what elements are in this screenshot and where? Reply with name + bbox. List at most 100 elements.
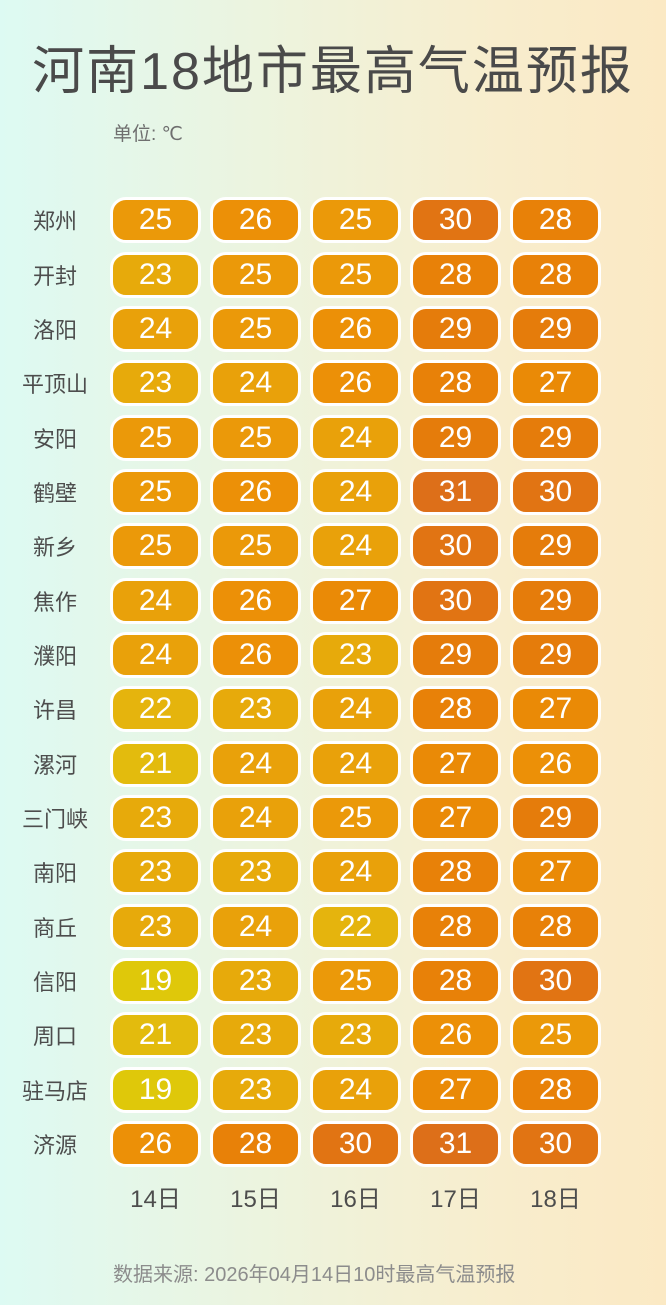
temp-cell: 29	[510, 577, 601, 624]
date-label: 18日	[530, 1186, 581, 1214]
temp-cell: 24	[210, 360, 301, 407]
table-row: 新乡 25 25 24 30 29	[0, 519, 666, 573]
date-label: 15日	[230, 1186, 281, 1214]
date-label: 17日	[430, 1186, 481, 1214]
temp-cell: 25	[110, 414, 201, 461]
temp-cell: 28	[410, 957, 501, 1004]
temp-cell: 30	[410, 577, 501, 624]
table-row: 焦作 24 26 27 30 29	[0, 573, 666, 627]
temp-cell: 24	[310, 1066, 401, 1113]
temp-cell: 26	[310, 360, 401, 407]
temp-cell: 29	[510, 794, 601, 841]
table-row: 商丘 23 24 22 28 28	[0, 899, 666, 953]
unit-label: 单位: ℃	[113, 124, 183, 145]
temp-cell: 24	[110, 631, 201, 678]
temp-cell: 26	[310, 305, 401, 352]
temp-cell: 24	[210, 740, 301, 787]
temp-cell: 29	[510, 631, 601, 678]
temp-cell: 26	[210, 468, 301, 515]
temp-cell: 24	[310, 523, 401, 570]
page-title: 河南18地市最高气温预报	[32, 43, 634, 101]
temp-cell: 27	[310, 577, 401, 624]
table-row: 周口 21 23 23 26 25	[0, 1008, 666, 1062]
table-row: 南阳 23 23 24 28 27	[0, 845, 666, 899]
temp-cell: 24	[210, 903, 301, 950]
temp-cell: 30	[510, 1121, 601, 1168]
table-row: 信阳 19 23 25 28 30	[0, 954, 666, 1008]
table-row: 郑州 25 26 25 30 28	[0, 193, 666, 247]
table-row: 洛阳 24 25 26 29 29	[0, 302, 666, 356]
temp-cell: 26	[210, 577, 301, 624]
temp-cell: 29	[410, 414, 501, 461]
temp-cell: 24	[210, 794, 301, 841]
temp-cell: 25	[110, 523, 201, 570]
temp-cell: 30	[510, 957, 601, 1004]
city-label: 信阳	[32, 969, 77, 995]
temp-cell: 28	[410, 849, 501, 896]
temp-cell: 25	[210, 523, 301, 570]
temp-cell: 29	[510, 305, 601, 352]
city-label: 周口	[32, 1024, 77, 1050]
temp-cell: 23	[210, 686, 301, 733]
temp-cell: 27	[410, 740, 501, 787]
temp-cell: 25	[310, 794, 401, 841]
temp-cell: 30	[310, 1121, 401, 1168]
table-row: 濮阳 24 26 23 29 29	[0, 628, 666, 682]
city-label: 漯河	[32, 752, 77, 778]
city-label: 鹤壁	[32, 480, 77, 506]
temp-cell: 28	[410, 903, 501, 950]
temp-cell: 25	[110, 197, 201, 244]
date-label: 16日	[330, 1186, 381, 1214]
table-row: 三门峡 23 24 25 27 29	[0, 791, 666, 845]
city-label: 郑州	[32, 209, 77, 235]
temp-cell: 24	[310, 849, 401, 896]
temp-cell: 25	[210, 414, 301, 461]
temp-cell: 25	[210, 305, 301, 352]
temp-cell: 24	[310, 414, 401, 461]
temp-cell: 23	[110, 903, 201, 950]
date-label: 14日	[130, 1186, 181, 1214]
temp-cell: 23	[210, 849, 301, 896]
city-label: 许昌	[32, 698, 77, 724]
temp-cell: 25	[110, 468, 201, 515]
temp-cell: 26	[510, 740, 601, 787]
temp-cell: 31	[410, 1121, 501, 1168]
temp-cell: 28	[510, 197, 601, 244]
city-label: 新乡	[32, 535, 77, 561]
city-label: 平顶山	[21, 372, 88, 398]
temp-cell: 27	[410, 1066, 501, 1113]
temp-cell: 24	[310, 686, 401, 733]
table-row: 驻马店 19 23 24 27 28	[0, 1063, 666, 1117]
city-label: 开封	[32, 263, 77, 289]
temp-cell: 19	[110, 957, 201, 1004]
temp-cell: 27	[510, 849, 601, 896]
table-row: 漯河 21 24 24 27 26	[0, 736, 666, 790]
temp-cell: 23	[310, 1012, 401, 1059]
table-row: 许昌 22 23 24 28 27	[0, 682, 666, 736]
temp-cell: 27	[510, 686, 601, 733]
temp-cell: 23	[110, 360, 201, 407]
temp-cell: 28	[210, 1121, 301, 1168]
temp-cell: 24	[110, 577, 201, 624]
city-label: 焦作	[32, 589, 77, 615]
temp-cell: 28	[510, 251, 601, 298]
temp-cell: 23	[210, 1012, 301, 1059]
temp-cell: 23	[110, 794, 201, 841]
temp-cell: 31	[410, 468, 501, 515]
temp-cell: 23	[110, 849, 201, 896]
temp-cell: 26	[210, 631, 301, 678]
city-label: 商丘	[32, 915, 77, 941]
temp-cell: 24	[110, 305, 201, 352]
dates-spacer	[0, 1179, 110, 1214]
city-label: 洛阳	[32, 317, 77, 343]
temp-cell: 29	[410, 631, 501, 678]
temp-cell: 29	[510, 523, 601, 570]
city-label: 安阳	[32, 426, 77, 452]
temp-cell: 26	[110, 1121, 201, 1168]
temp-cell: 25	[210, 251, 301, 298]
temp-cell: 21	[110, 740, 201, 787]
temp-cell: 29	[410, 305, 501, 352]
table-row: 鹤壁 25 26 24 31 30	[0, 465, 666, 519]
temp-cell: 19	[110, 1066, 201, 1113]
